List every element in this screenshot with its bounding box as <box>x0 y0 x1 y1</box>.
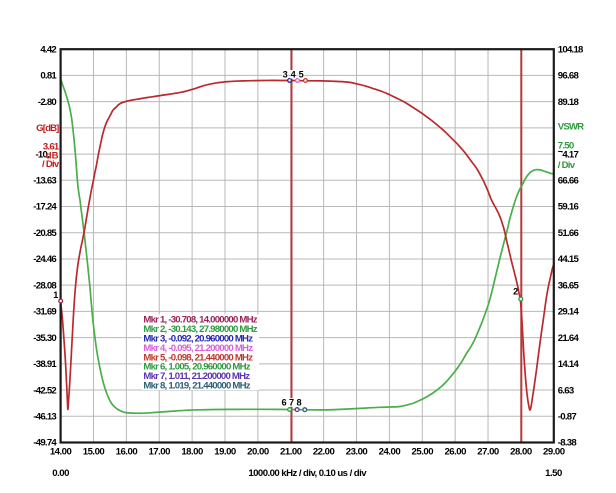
svg-text:0.81: 0.81 <box>40 71 57 82</box>
svg-text:2: 2 <box>513 287 518 297</box>
svg-text:Mkr 2, -30.143, 27.980000 MHz: Mkr 2, -30.143, 27.980000 MHz <box>143 324 257 335</box>
svg-text:VSWR: VSWR <box>558 122 584 133</box>
svg-text:0.00: 0.00 <box>52 468 69 479</box>
svg-text:19.00: 19.00 <box>214 447 236 458</box>
svg-text:6.63: 6.63 <box>558 385 574 396</box>
svg-text:16.00: 16.00 <box>116 447 138 458</box>
svg-text:18.00: 18.00 <box>181 447 203 458</box>
svg-text:1: 1 <box>53 290 58 300</box>
svg-text:Mkr 5, -0.098, 21.440000 MHz: Mkr 5, -0.098, 21.440000 MHz <box>143 352 253 363</box>
svg-text:6: 6 <box>281 398 286 408</box>
svg-text:36.65: 36.65 <box>558 280 580 291</box>
svg-text:21.64: 21.64 <box>558 333 580 344</box>
svg-text:-49.74: -49.74 <box>33 438 57 449</box>
svg-text:4.42: 4.42 <box>40 44 56 55</box>
svg-text:Mkr 1, -30.708, 14.000000 MHz: Mkr 1, -30.708, 14.000000 MHz <box>143 315 257 326</box>
svg-text:17.00: 17.00 <box>148 447 170 458</box>
svg-text:Mkr 6, 1.005, 20.960000 MHz: Mkr 6, 1.005, 20.960000 MHz <box>143 362 250 373</box>
svg-text:-20.85: -20.85 <box>33 228 57 239</box>
svg-text:-42.52: -42.52 <box>33 385 56 396</box>
svg-text:-28.08: -28.08 <box>33 280 57 291</box>
svg-text:28.00: 28.00 <box>510 447 532 458</box>
svg-text:51.66: 51.66 <box>558 228 579 239</box>
svg-text:22.00: 22.00 <box>313 447 335 458</box>
svg-text:/ Div: / Div <box>558 160 576 171</box>
svg-text:26.00: 26.00 <box>444 447 466 458</box>
svg-text:1.50: 1.50 <box>545 468 562 479</box>
svg-text:G[dB]: G[dB] <box>36 123 59 134</box>
svg-text:104.18: 104.18 <box>558 44 584 55</box>
svg-text:-38.91: -38.91 <box>33 359 57 370</box>
svg-text:/ Div: / Div <box>42 159 60 170</box>
svg-text:29.14: 29.14 <box>558 307 580 318</box>
svg-text:24.00: 24.00 <box>379 447 401 458</box>
svg-text:7: 7 <box>289 398 294 408</box>
svg-text:Mkr 8, 1.019, 21.440000 MHz: Mkr 8, 1.019, 21.440000 MHz <box>143 380 250 391</box>
svg-text:-10.: -10. <box>35 149 49 160</box>
svg-text:74.17: 74.17 <box>558 149 579 160</box>
svg-text:8: 8 <box>296 398 301 408</box>
svg-text:3: 3 <box>283 70 288 80</box>
svg-text:66.66: 66.66 <box>558 176 579 187</box>
svg-text:Mkr 7, 1.011, 21.200000 MHz: Mkr 7, 1.011, 21.200000 MHz <box>143 371 250 382</box>
svg-text:-8.38: -8.38 <box>558 438 578 449</box>
svg-text:44.15: 44.15 <box>558 254 580 265</box>
svg-text:7.50: 7.50 <box>558 141 574 152</box>
svg-text:3.61: 3.61 <box>43 142 60 153</box>
svg-text:1000.00 kHz / div, 0.10 us / d: 1000.00 kHz / div, 0.10 us / div <box>248 468 367 479</box>
svg-text:20.00: 20.00 <box>247 447 269 458</box>
svg-text:4: 4 <box>291 70 297 80</box>
svg-text:29.00: 29.00 <box>543 447 565 458</box>
svg-text:23.00: 23.00 <box>346 447 368 458</box>
svg-text:-31.69: -31.69 <box>33 307 56 318</box>
svg-text:96.68: 96.68 <box>558 71 580 82</box>
svg-text:-13.63: -13.63 <box>33 176 56 187</box>
svg-text:-24.46: -24.46 <box>33 254 56 265</box>
svg-text:15.00: 15.00 <box>83 447 105 458</box>
svg-text:21.00: 21.00 <box>280 447 302 458</box>
svg-text:-35.30: -35.30 <box>33 333 56 344</box>
svg-text:Mkr 3, -0.092, 20.960000 MHz: Mkr 3, -0.092, 20.960000 MHz <box>143 334 253 345</box>
svg-text:14.00: 14.00 <box>50 447 72 458</box>
svg-text:59.16: 59.16 <box>558 202 579 213</box>
svg-text:-0.87: -0.87 <box>558 412 577 423</box>
svg-text:Mkr 4, -0.095, 21.200000 MHz: Mkr 4, -0.095, 21.200000 MHz <box>143 343 253 354</box>
svg-text:89.18: 89.18 <box>558 97 580 108</box>
svg-text:dB: dB <box>46 151 59 162</box>
svg-text:27.00: 27.00 <box>477 447 499 458</box>
svg-text:-46.13: -46.13 <box>33 412 56 423</box>
svg-text:-17.24: -17.24 <box>33 202 57 213</box>
svg-text:25.00: 25.00 <box>412 447 434 458</box>
svg-text:-2.80: -2.80 <box>38 97 57 108</box>
svg-text:5: 5 <box>299 70 304 80</box>
svg-text:14.14: 14.14 <box>558 359 580 370</box>
